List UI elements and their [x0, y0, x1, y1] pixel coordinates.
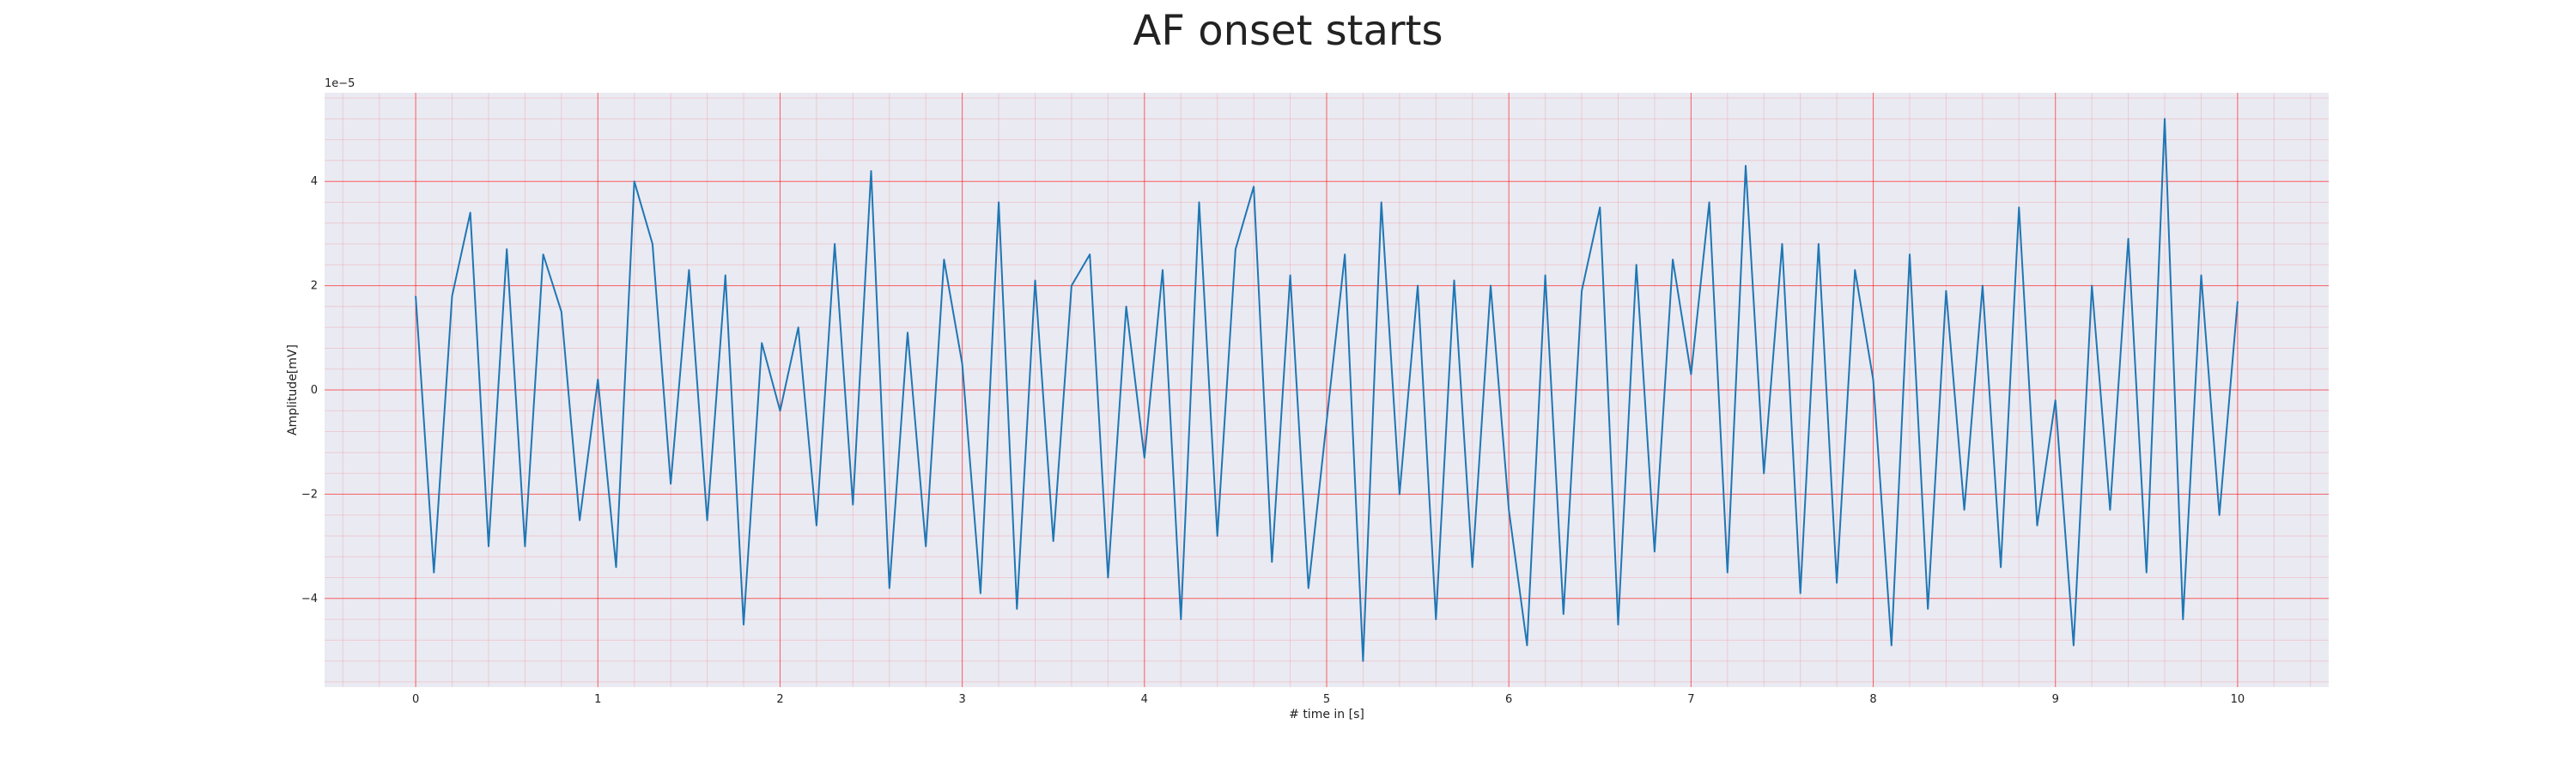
x-tick-label: 3 — [958, 693, 965, 706]
x-tick-label: 8 — [1869, 693, 1876, 706]
x-tick-label: 0 — [412, 693, 419, 706]
x-tick-label: 1 — [594, 693, 601, 706]
x-tick-label: 9 — [2052, 693, 2059, 706]
major-grid — [325, 93, 2329, 687]
x-tick-label: 7 — [1687, 693, 1694, 706]
x-tick-label: 10 — [2231, 693, 2245, 706]
chart-title: AF onset starts — [1133, 7, 1443, 55]
y-axis-label: Amplitude[mV] — [286, 344, 300, 435]
x-tick-label: 5 — [1323, 693, 1330, 706]
series-line — [415, 118, 2239, 662]
y-tick-label: 2 — [311, 280, 318, 293]
x-tick-label: 4 — [1141, 693, 1148, 706]
y-axis-ticks: −4 −2 0 2 4 — [301, 175, 318, 606]
y-offset-label: 1e−5 — [325, 77, 355, 90]
series-layer — [415, 118, 2239, 662]
x-tick-label: 2 — [776, 693, 783, 706]
y-tick-label: −2 — [301, 488, 318, 501]
x-axis-ticks: 0 1 2 3 4 5 6 7 8 9 10 — [412, 693, 2245, 706]
y-tick-label: 0 — [311, 384, 318, 397]
x-axis-label: # time in [s] — [1289, 708, 1364, 721]
y-tick-label: 4 — [311, 175, 318, 188]
x-tick-label: 6 — [1505, 693, 1512, 706]
y-tick-label: −4 — [301, 593, 318, 606]
